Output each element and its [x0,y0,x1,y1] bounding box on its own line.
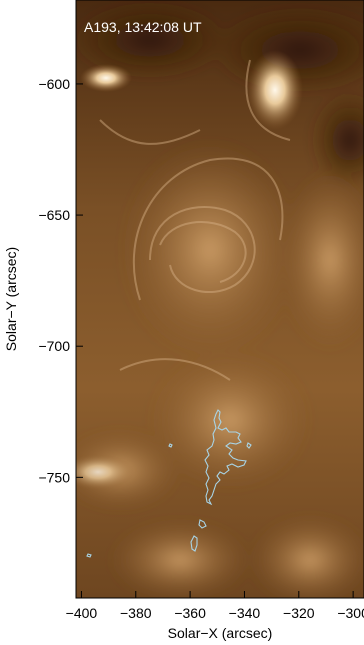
y-axis: −600 −650 −700 −750 [38,76,83,485]
x-tick-label: −380 [120,605,152,621]
x-axis-title: Solar−X (arcsec) [168,625,273,641]
x-tick-label: −340 [229,605,261,621]
x-axis: −400 −380 −360 −340 −320 −300 [66,591,364,621]
x-tick-label: −320 [283,605,315,621]
contour-blob-3 [198,519,207,529]
y-tick-label: −700 [38,338,70,354]
contour-blob-4 [190,535,198,552]
overlay-label: A193, 13:42:08 UT [84,19,202,35]
aia-193-image [76,0,364,598]
x-tick-label: −300 [337,605,364,621]
y-tick-label: −750 [38,469,70,485]
contour-main [204,409,247,506]
x-tick-label: −400 [66,605,98,621]
y-tick-label: −600 [38,76,70,92]
contour-blob-2 [168,443,173,448]
plot-frame [75,0,364,599]
y-axis-title: Solar−Y (arcsec) [3,247,19,351]
contour-blob-1 [246,442,252,449]
contour-overlay [86,409,252,558]
x-tick-label: −360 [174,605,206,621]
contour-blob-5 [86,553,92,558]
y-tick-label: −650 [38,207,70,223]
